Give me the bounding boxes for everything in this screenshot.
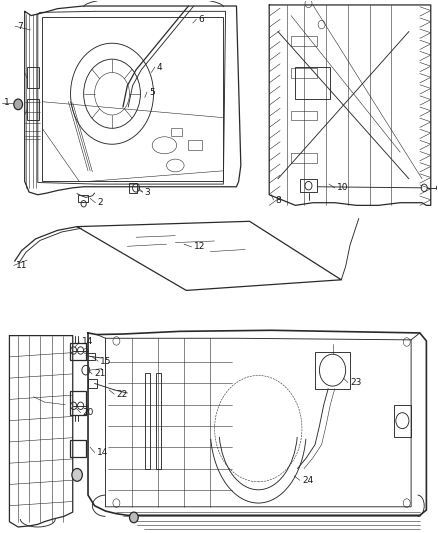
Bar (300, 179, 317, 192)
Text: 6: 6 (198, 15, 204, 24)
Bar (155, 373, 161, 469)
Text: 2: 2 (98, 198, 103, 207)
Bar (394, 405, 411, 437)
Bar (188, 140, 201, 150)
Bar (42, 17, 223, 181)
Circle shape (14, 99, 22, 110)
Text: 21: 21 (94, 369, 106, 378)
Text: 15: 15 (100, 357, 112, 366)
Circle shape (72, 469, 82, 481)
Text: 14: 14 (97, 448, 108, 457)
Bar (86, 353, 95, 360)
Text: 11: 11 (16, 261, 28, 270)
Text: 5: 5 (149, 87, 155, 96)
Text: 3: 3 (145, 188, 151, 197)
Bar (70, 343, 86, 360)
Bar (145, 373, 150, 469)
Bar (78, 195, 88, 201)
Text: 12: 12 (194, 243, 205, 252)
Text: 7: 7 (17, 22, 23, 31)
Text: 4: 4 (157, 63, 162, 71)
Bar (88, 379, 97, 387)
Bar (27, 67, 39, 88)
Bar (295, 67, 330, 99)
Bar (291, 68, 317, 78)
Text: 14: 14 (81, 337, 93, 346)
Bar (70, 391, 86, 415)
Bar (27, 99, 39, 120)
Text: 1: 1 (4, 98, 10, 107)
Text: 10: 10 (337, 183, 348, 192)
Text: 23: 23 (350, 378, 361, 387)
Text: 24: 24 (302, 476, 313, 484)
Bar (171, 128, 182, 136)
Bar (130, 182, 138, 193)
Bar (315, 352, 350, 389)
Bar (291, 154, 317, 163)
Bar (70, 440, 86, 457)
Circle shape (130, 512, 138, 523)
Text: 20: 20 (83, 408, 94, 417)
Text: 22: 22 (117, 390, 127, 399)
Bar (291, 111, 317, 120)
Text: 8: 8 (276, 196, 282, 205)
Bar (291, 36, 317, 46)
